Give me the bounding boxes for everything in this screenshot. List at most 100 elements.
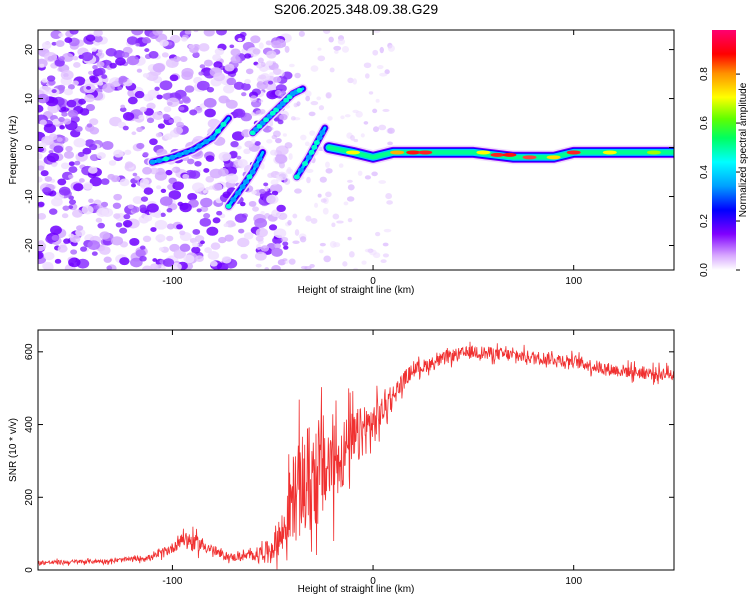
spectrogram-noise-blob — [257, 57, 264, 64]
spectrogram-noise-blob — [304, 141, 310, 147]
spectrogram-noise-blob — [352, 78, 358, 85]
spectrogram-hot-spot — [406, 150, 421, 155]
spectrogram-noise-blob — [168, 190, 182, 200]
spectrogram-noise-blob — [179, 230, 186, 236]
spectrogram-noise-blob — [202, 189, 209, 194]
spectrogram-noise-blob — [177, 201, 184, 207]
spectrogram-noise-blob — [51, 41, 57, 46]
spectrogram-noise-blob — [230, 222, 236, 227]
spectrogram-noise-blob — [115, 222, 123, 228]
spectrogram-noise-blob — [150, 227, 157, 232]
spectrogram-noise-blob — [93, 35, 103, 43]
spectrogram-ridge-bead — [230, 197, 237, 203]
spectrogram-noise-blob — [51, 162, 58, 168]
spectrogram-noise-blob — [179, 106, 185, 111]
spectrogram-noise-blob — [69, 234, 81, 243]
spectrogram-noise-blob — [308, 111, 316, 117]
spectrogram-noise-blob — [68, 205, 74, 210]
spectrogram-noise-blob — [317, 193, 322, 198]
figure-title: S206.2025.348.09.38.G29 — [274, 1, 438, 17]
spectrogram-noise-blob — [244, 53, 252, 59]
spectrogram-noise-blob — [156, 94, 163, 100]
spectrogram-noise-blob — [89, 143, 98, 151]
spectrogram-noise-blob — [237, 237, 250, 248]
spectrogram-noise-blob — [325, 161, 330, 168]
spectrogram-ridge-bead — [246, 174, 253, 180]
spectrogram-ridge-bead — [269, 110, 276, 116]
spectrogram-noise-blob — [310, 65, 319, 72]
spectrogram-noise-blob — [380, 259, 387, 264]
spectrogram-noise-blob — [154, 212, 162, 219]
spectrogram-noise-blob — [84, 94, 95, 103]
spectrogram-noise-blob — [140, 196, 149, 202]
spectrogram-x-tick-label: 0 — [370, 276, 376, 287]
spectrogram-noise-blob — [183, 254, 195, 264]
spectrogram-noise-blob — [68, 199, 77, 205]
spectrogram-ridge-bead — [263, 117, 270, 123]
spectrogram-noise-blob — [67, 84, 75, 90]
spectrogram-hot-spot — [502, 152, 517, 157]
spectrogram-noise-blob — [306, 176, 311, 184]
spectrogram-noise-blob — [273, 117, 280, 122]
spectrogram-noise-blob — [372, 30, 381, 34]
spectrogram-noise-blob — [63, 88, 73, 96]
spectrogram-noise-blob — [199, 217, 212, 227]
spectrogram-noise-blob — [343, 201, 349, 206]
spectrogram-noise-blob — [152, 30, 163, 36]
spectrogram-noise-blob — [379, 72, 388, 77]
spectrogram-noise-blob — [119, 257, 130, 266]
snr-y-tick-label: 200 — [24, 488, 35, 505]
spectrogram-noise-blob — [236, 155, 242, 160]
spectrogram-noise-blob — [101, 74, 108, 79]
spectrogram-noise-blob — [53, 145, 64, 154]
snr-frame — [37, 329, 675, 571]
spectrogram-noise-blob — [58, 186, 71, 196]
spectrogram-noise-blob — [136, 142, 145, 150]
spectrogram-noise-blob — [221, 256, 232, 264]
spectrogram-noise-blob — [154, 219, 168, 230]
spectrogram-noise-blob — [288, 258, 296, 265]
spectrogram-noise-blob — [124, 149, 132, 155]
spectrogram-noise-blob — [200, 197, 213, 208]
spectrogram-noise-blob — [178, 100, 184, 105]
spectrogram-noise-blob — [285, 168, 294, 175]
spectrogram-noise-blob — [203, 59, 213, 67]
spectrogram-noise-blob — [340, 115, 345, 120]
spectrogram-noise-blob — [57, 178, 67, 186]
spectrogram-noise-blob — [305, 168, 314, 174]
spectrogram-noise-blob — [191, 246, 201, 254]
spectrogram-noise-blob — [276, 39, 283, 44]
spectrogram-x-tick-label: -100 — [162, 276, 182, 287]
spectrogram-noise-blob — [218, 236, 227, 244]
spectrogram-noise-blob — [72, 80, 79, 86]
spectrogram-noise-blob — [384, 69, 390, 75]
spectrogram-noise-blob — [127, 96, 138, 105]
colorbar-tick-label: 0.4 — [699, 165, 710, 179]
spectrogram-noise-blob — [266, 194, 279, 205]
spectrogram-noise-blob — [296, 101, 301, 107]
spectrogram-noise-blob — [223, 84, 235, 94]
spectrogram-noise-blob — [141, 265, 153, 270]
spectrogram-ridge-bead — [259, 120, 266, 126]
spectrogram-noise-blob — [203, 97, 217, 108]
spectrogram-noise-blob — [102, 83, 115, 93]
spectrogram-noise-blob — [241, 92, 247, 97]
spectrogram-noise-blob — [284, 142, 293, 149]
spectrogram-ridge-bead — [319, 130, 326, 136]
spectrogram-noise-blob — [80, 246, 88, 252]
spectrogram-noise-blob — [310, 217, 318, 224]
spectrogram-noise-blob — [251, 138, 256, 144]
spectrogram-noise-blob — [149, 138, 158, 146]
spectrogram-noise-blob — [342, 261, 348, 267]
spectrogram-noise-blob — [59, 125, 66, 130]
spectrogram-noise-blob — [266, 60, 273, 66]
spectrogram-noise-blob — [256, 63, 264, 69]
spectrogram-noise-blob — [188, 44, 195, 50]
spectrogram-noise-blob — [158, 247, 165, 252]
spectrogram-noise-blob — [299, 236, 307, 243]
spectrogram-ridge-bead — [296, 87, 303, 93]
spectrogram-noise-blob — [383, 228, 392, 233]
spectrogram-noise-blob — [204, 247, 212, 254]
spectrogram-noise-blob — [353, 138, 359, 143]
